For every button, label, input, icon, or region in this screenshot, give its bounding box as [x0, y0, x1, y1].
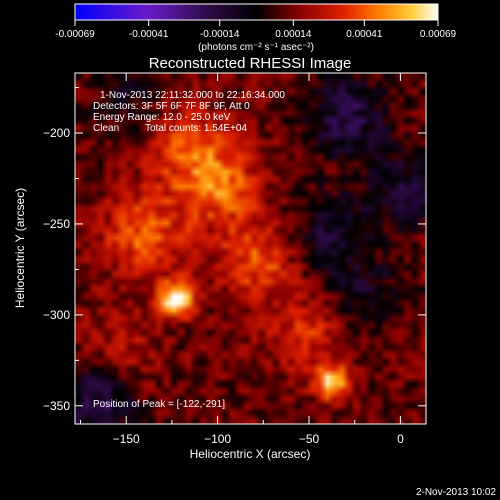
detectors: Detectors: 3F 5F 6F 7F 8F 9F, Att 0: [93, 101, 250, 112]
clean-label: Clean: [93, 123, 119, 134]
colorbar-ticks: -0.00069 -0.00041 -0.00014 0.00014 0.00041 0.…: [55, 20, 457, 40]
x-axis-label: Heliocentric X (arcsec): [190, 447, 311, 461]
chart-title: Reconstructed RHESSI Image: [149, 55, 352, 72]
axis-ticks: −150 −100 −50 0 −350 −300 −250 −200: [43, 73, 426, 446]
y-axis-label: Heliocentric Y (arcsec): [13, 188, 27, 308]
x-tick-label: −150: [113, 432, 140, 446]
total-counts: Total counts: 1.54E+04: [145, 123, 247, 134]
colorbar-unit-label: (photons cm⁻² s⁻¹ asec⁻²): [198, 42, 314, 53]
colorbar: -0.00069 -0.00041 -0.00014 0.00014 0.00041 0.…: [55, 3, 457, 53]
x-tick-label: −100: [204, 432, 231, 446]
colorbar-tick-label: 0.00069: [420, 29, 457, 40]
heatmap-image: [75, 73, 426, 424]
colorbar-tick-label: 0.00041: [346, 29, 383, 40]
colorbar-tick-label: -0.00014: [200, 29, 240, 40]
info-block: 1-Nov-2013 22:11:32.000 to 22:16:34.000 …: [93, 90, 285, 410]
y-tick-label: −200: [43, 126, 70, 140]
colorbar-tick-label: -0.00041: [129, 29, 169, 40]
plot-frame: [74, 72, 427, 425]
y-tick-label: −300: [43, 308, 70, 322]
colorbar-gradient: [74, 3, 439, 21]
peak-position: Position of Peak = [-122,-291]: [93, 399, 225, 410]
colorbar-tick-label: 0.00014: [275, 29, 312, 40]
colorbar-tick-label: -0.00069: [55, 29, 95, 40]
x-tick-label: −50: [299, 432, 320, 446]
energy-range: Energy Range: 12.0 - 25.0 keV: [93, 112, 231, 123]
y-tick-label: −250: [43, 217, 70, 231]
y-tick-label: −350: [43, 399, 70, 413]
time-range: 1-Nov-2013 22:11:32.000 to 22:16:34.000: [100, 90, 285, 101]
x-tick-label: 0: [397, 432, 404, 446]
footer-timestamp: 2-Nov-2013 10:02: [416, 487, 496, 498]
